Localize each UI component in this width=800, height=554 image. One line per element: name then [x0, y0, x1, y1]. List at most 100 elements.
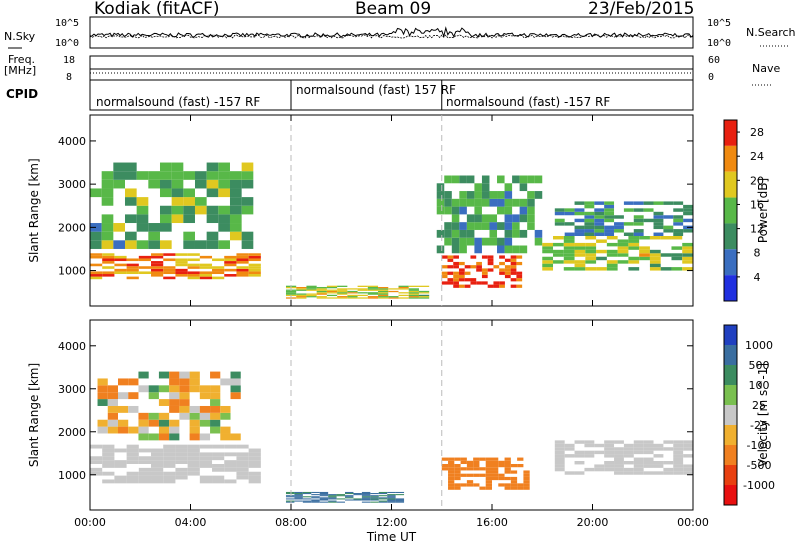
heatmap-cell — [218, 223, 230, 232]
heatmap-cell — [653, 471, 664, 475]
heatmap-cell — [473, 457, 480, 461]
heatmap-cell — [499, 284, 505, 288]
heatmap-cell — [220, 426, 231, 434]
heatmap-cell — [639, 253, 650, 257]
heatmap-cell — [387, 496, 396, 498]
heatmap-cell — [328, 498, 337, 500]
heatmap-cell — [151, 266, 164, 269]
heatmap-cell — [187, 253, 200, 256]
colorbar-tick-label: 16 — [750, 198, 764, 211]
heatmap-cell — [464, 284, 471, 288]
heatmap-cell — [210, 385, 221, 393]
heatmap-cell — [316, 289, 327, 291]
heatmap-cell — [398, 288, 409, 290]
heatmap-cell — [523, 486, 530, 490]
heatmap-cell — [504, 206, 513, 215]
heatmap-cell — [606, 260, 618, 264]
heatmap-cell — [584, 211, 595, 216]
colorbar-tick-label: -25 — [750, 419, 768, 432]
heatmap-cell — [163, 479, 176, 484]
colorbar-tick-label: 12 — [750, 223, 764, 236]
heatmap-cell — [663, 447, 674, 451]
heatmap-cell — [493, 265, 500, 269]
heatmap-cell — [563, 256, 575, 261]
heatmap-cell — [395, 501, 405, 503]
heatmap-cell — [418, 297, 430, 299]
colorbar-segment — [724, 275, 737, 301]
heatmap-cell — [673, 454, 684, 458]
heatmap-cell — [623, 450, 634, 455]
heatmap-cell — [604, 225, 615, 230]
station-title: Kodiak (fitACF) — [94, 0, 220, 19]
cpid-segment: normalsound (fast) -157 RF — [446, 95, 611, 109]
heatmap-cell — [660, 253, 672, 257]
heatmap-cell — [113, 223, 125, 232]
heatmap-cell — [326, 285, 338, 287]
heatmap-cell — [210, 371, 221, 379]
heatmap-cell — [224, 258, 237, 262]
heatmap-cell — [458, 268, 465, 272]
heatmap-cell — [553, 242, 564, 247]
heatmap-cell — [633, 215, 644, 219]
heatmap-cell — [175, 467, 188, 472]
heatmap-cell — [459, 237, 467, 246]
heatmap-cell — [574, 471, 585, 475]
heatmap-cell — [179, 385, 190, 393]
heatmap-cell — [175, 253, 188, 256]
y-axis-label: Slant Range [km] — [27, 363, 41, 467]
heatmap-cell — [319, 491, 329, 494]
heatmap-cell — [206, 205, 219, 215]
heatmap-cell — [136, 240, 149, 249]
heatmap-cell — [285, 491, 295, 494]
colorbar-segment — [724, 120, 737, 146]
nave-label: Nave — [752, 62, 781, 75]
heatmap-cell — [159, 162, 172, 172]
heatmap-cell — [510, 476, 518, 481]
heatmap-cell — [594, 464, 605, 468]
heatmap-cell — [563, 235, 575, 240]
heatmap-cell — [633, 222, 644, 226]
heatmap-cell — [683, 443, 693, 448]
heatmap-cell — [306, 289, 317, 291]
heatmap-cell — [510, 258, 517, 262]
heatmap-cell — [574, 246, 586, 250]
heatmap-cell — [294, 498, 303, 500]
heatmap-cell — [653, 222, 664, 226]
heatmap-cell — [395, 499, 405, 501]
heatmap-cell — [671, 253, 683, 257]
heatmap-cell — [519, 229, 528, 238]
heatmap-cell — [453, 274, 459, 279]
heatmap-cell — [367, 285, 379, 287]
heatmap-cell — [436, 229, 445, 238]
heatmap-cell — [604, 467, 615, 472]
heatmap-cell — [187, 448, 200, 453]
heatmap-cell — [458, 284, 465, 288]
heatmap-cell — [510, 278, 517, 282]
heatmap-cell — [328, 496, 337, 498]
heatmap-cell — [498, 483, 505, 487]
heatmap-cell — [628, 260, 640, 264]
heatmap-cell — [212, 276, 225, 280]
heatmap-cell — [498, 460, 505, 465]
heatmap-cell — [534, 237, 543, 246]
heatmap-cell — [673, 467, 684, 472]
heatmap-cell — [628, 246, 640, 250]
heatmap-cell — [326, 289, 338, 291]
heatmap-cell — [398, 286, 409, 289]
heatmap-cell — [534, 175, 543, 184]
heatmap-cell — [470, 281, 477, 285]
heatmap-cell — [102, 271, 115, 275]
heatmap-cell — [229, 214, 242, 224]
heatmap-cell — [660, 267, 672, 271]
heatmap-cell — [485, 464, 492, 468]
heatmap-cell — [574, 454, 585, 458]
heatmap-cell — [564, 447, 575, 451]
heatmap-cell — [294, 497, 303, 499]
heatmap-cell — [151, 479, 164, 484]
heatmap-cell — [241, 179, 254, 189]
heatmap-cell — [224, 261, 237, 264]
heatmap-cell — [159, 214, 172, 224]
heatmap-cell — [448, 460, 455, 465]
heatmap-cell — [454, 457, 461, 461]
